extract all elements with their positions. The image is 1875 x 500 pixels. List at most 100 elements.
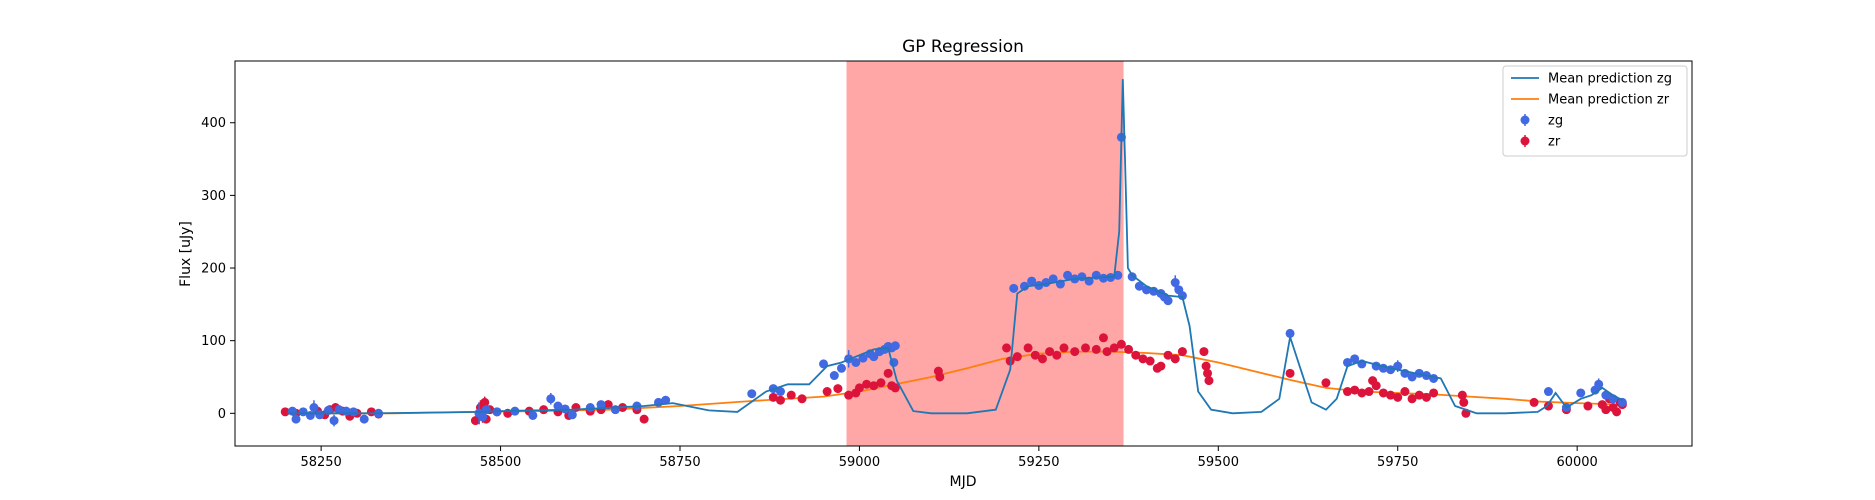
zr-point [1601,405,1611,415]
zr-point [1131,350,1141,360]
zr-point [1285,368,1295,378]
zr-point [1459,397,1469,407]
zr-point [1543,401,1553,411]
zg-point [1063,270,1073,280]
zg-point [359,414,369,424]
zr-point [1357,388,1367,398]
zr-point [768,392,778,402]
zg-point [1048,274,1058,284]
x-tick-label: 58500 [480,455,521,470]
zg-point [291,414,301,424]
zr-point [1145,356,1155,366]
zr-point [797,394,807,404]
y-tick-label: 200 [201,262,226,277]
zr-point [833,384,843,394]
zg-point [1407,372,1417,382]
zr-point [1170,354,1180,364]
zr-point [1177,347,1187,357]
zr-point [1070,347,1080,357]
zr-point [1052,350,1062,360]
zr-point [1393,392,1403,402]
zg-point [329,416,339,426]
zg-point [287,406,297,416]
series-line-mean-prediction-zg [287,79,1623,415]
zr-point [1163,350,1173,360]
x-tick-label: 59250 [1018,455,1059,470]
zr-point [822,387,832,397]
zg-point [553,401,563,411]
zr-point [1102,347,1112,357]
zr-point [890,383,900,393]
y-tick-label: 0 [218,407,226,422]
zg-point [309,403,319,412]
zr-point [876,378,886,388]
zg-point [829,371,839,381]
zr-point [1081,343,1091,353]
x-tick-label: 58750 [659,455,700,470]
series-points-zr [280,333,1627,426]
zr-point [1023,343,1033,353]
zr-point [1203,368,1213,378]
zg-point [1009,283,1019,293]
zr-point [1400,387,1410,397]
zr-point [1124,344,1134,354]
zr-point [854,383,864,393]
plot-area [280,61,1627,446]
zg-point [1543,387,1553,397]
zr-point [1199,347,1209,357]
zr-point [786,390,796,400]
zr-point [775,395,785,405]
x-tick-label: 59750 [1377,455,1418,470]
x-axis-label: MJD [950,474,977,490]
legend: Mean prediction zg Mean prediction zr zg zr [1502,65,1688,157]
zr-point [1204,376,1214,386]
zg-point [1576,388,1586,398]
zg-point [747,389,757,399]
zr-point [1429,388,1439,398]
zr-point [1059,343,1069,353]
zr-point [1364,387,1374,397]
x-tick-label: 59500 [1198,455,1239,470]
zr-point [883,368,893,378]
zr-point [1407,394,1417,404]
zr-point [1109,343,1119,353]
axes: 58250 58500 58750 59000 59250 59500 59750 60000… [201,60,1693,470]
legend-marker-swatch [1520,136,1530,146]
zg-point [1127,272,1137,282]
zg-point [596,400,606,410]
zr-point [1457,390,1467,400]
zr-point [1421,392,1431,402]
zg-point [1113,270,1123,280]
zg-point [1098,273,1108,283]
zg-point [1163,296,1173,306]
zr-point [1030,350,1040,360]
zg-point [567,410,577,420]
zg-point [1170,278,1180,288]
zg-point [661,395,671,405]
zr-point [1342,387,1352,397]
zr-point [470,416,480,426]
zg-point [1393,361,1403,371]
zr-point [1378,388,1388,398]
zr-point [480,397,490,407]
zg-point [528,410,538,420]
zr-point [1414,390,1424,400]
x-tick-label: 58250 [300,455,341,470]
zr-point [935,372,945,382]
x-tick-label: 60000 [1556,455,1597,470]
zg-point [481,405,491,415]
chart-title: GP Regression [902,37,1024,57]
y-axis-label: Flux [uJy] [178,221,194,287]
zr-point [639,414,649,424]
zr-point [1350,385,1360,395]
y-tick-label: 100 [201,334,226,349]
zr-point [1012,352,1022,362]
y-tick-label: 300 [201,189,226,204]
zr-point [1201,361,1211,371]
zr-point [1002,343,1012,353]
zr-point [1045,347,1055,357]
zg-point [478,412,488,422]
zg-point [775,387,785,397]
zg-point [858,353,868,363]
